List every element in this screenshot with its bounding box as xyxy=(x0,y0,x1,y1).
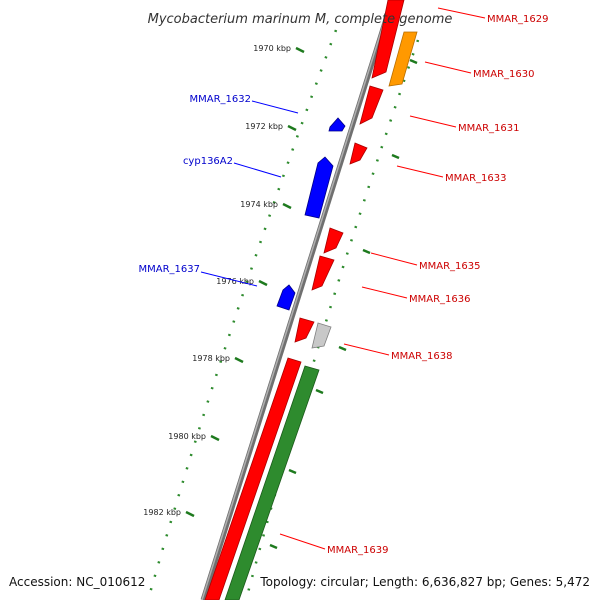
feature-mmar-1639-green xyxy=(224,365,320,600)
gene-label-mmar-1638: MMAR_1638 xyxy=(391,351,453,362)
major-tick xyxy=(185,510,195,518)
major-tick xyxy=(210,434,220,442)
leader-line xyxy=(396,165,444,178)
gene-label-mmar-1633: MMAR_1633 xyxy=(445,173,507,184)
feature-mmar-1631 xyxy=(359,85,384,125)
tick-label: 1982 kbp xyxy=(143,508,181,517)
genome-summary-text: Topology: circular; Length: 6,636,827 bp… xyxy=(260,575,590,589)
major-tick xyxy=(234,356,244,364)
feature-mmar-1636 xyxy=(311,255,335,291)
feature-mmar-1638-a xyxy=(294,317,315,343)
minor-tick xyxy=(362,248,371,255)
minor-tick xyxy=(338,345,347,352)
feature-mmar-1630 xyxy=(388,31,418,87)
feature-mmar-1633 xyxy=(349,142,368,165)
gene-label-mmar-1631: MMAR_1631 xyxy=(458,123,520,134)
tick-label: 1970 kbp xyxy=(253,44,291,53)
gene-label-mmar-1629: MMAR_1629 xyxy=(487,14,549,25)
leader-line xyxy=(233,162,282,178)
leader-line xyxy=(200,271,258,287)
leader-line xyxy=(279,533,326,550)
genome-backbone-highlight xyxy=(201,0,392,600)
feature-mmar-1632 xyxy=(328,117,346,132)
tick-label: 1976 kbp xyxy=(216,277,254,286)
feature-mmar-1635 xyxy=(323,227,344,254)
leader-line xyxy=(251,100,299,114)
leader-line xyxy=(361,286,408,299)
gene-label-mmar-1636: MMAR_1636 xyxy=(409,294,471,305)
gene-label-cyp136a2: cyp136A2 xyxy=(183,156,233,167)
tick-label: 1980 kbp xyxy=(168,432,206,441)
feature-cyp136a2 xyxy=(304,156,334,219)
inner-guide-arc xyxy=(146,29,338,600)
accession-text: Accession: NC_010612 xyxy=(9,575,146,589)
feature-mmar-1638-b xyxy=(311,322,332,349)
minor-tick xyxy=(269,543,278,550)
tick-marks: 1970 kbp 1972 kbp 1974 kbp 1976 kbp 1978 kbp… xyxy=(143,44,305,518)
tick-label: 1972 kbp xyxy=(245,122,283,131)
minor-tick xyxy=(391,153,400,160)
minor-tick xyxy=(315,388,324,395)
leader-line xyxy=(424,61,472,74)
major-tick xyxy=(287,124,297,132)
leader-line xyxy=(370,252,418,266)
leader-line xyxy=(343,343,390,356)
feature-track xyxy=(204,0,418,600)
outer-guide-arc xyxy=(244,39,420,600)
outer-tick-marks xyxy=(269,58,418,550)
major-tick xyxy=(282,202,292,210)
major-tick xyxy=(258,279,268,287)
minor-tick xyxy=(409,58,418,65)
gene-label-mmar-1637: MMAR_1637 xyxy=(139,264,201,275)
genome-backbone xyxy=(200,0,395,600)
feature-mmar-1637 xyxy=(276,284,296,311)
gene-label-mmar-1635: MMAR_1635 xyxy=(419,261,481,272)
gene-label-mmar-1639: MMAR_1639 xyxy=(327,545,389,556)
leader-line xyxy=(437,7,486,19)
gene-label-mmar-1630: MMAR_1630 xyxy=(473,69,535,80)
leader-line xyxy=(409,115,457,128)
page-title: Mycobacterium marinum M, complete genome xyxy=(148,12,453,27)
label-layer: MMAR_1629 MMAR_1630 MMAR_1631 MMAR_1633 MMAR… xyxy=(139,7,549,556)
feature-mmar-1639-red xyxy=(204,357,302,600)
tick-label: 1974 kbp xyxy=(240,200,278,209)
feature-mmar-1629 xyxy=(371,0,405,79)
tick-label: 1978 kbp xyxy=(192,354,230,363)
major-tick xyxy=(295,46,305,54)
gene-label-mmar-1632: MMAR_1632 xyxy=(190,94,252,105)
minor-tick xyxy=(288,468,297,475)
